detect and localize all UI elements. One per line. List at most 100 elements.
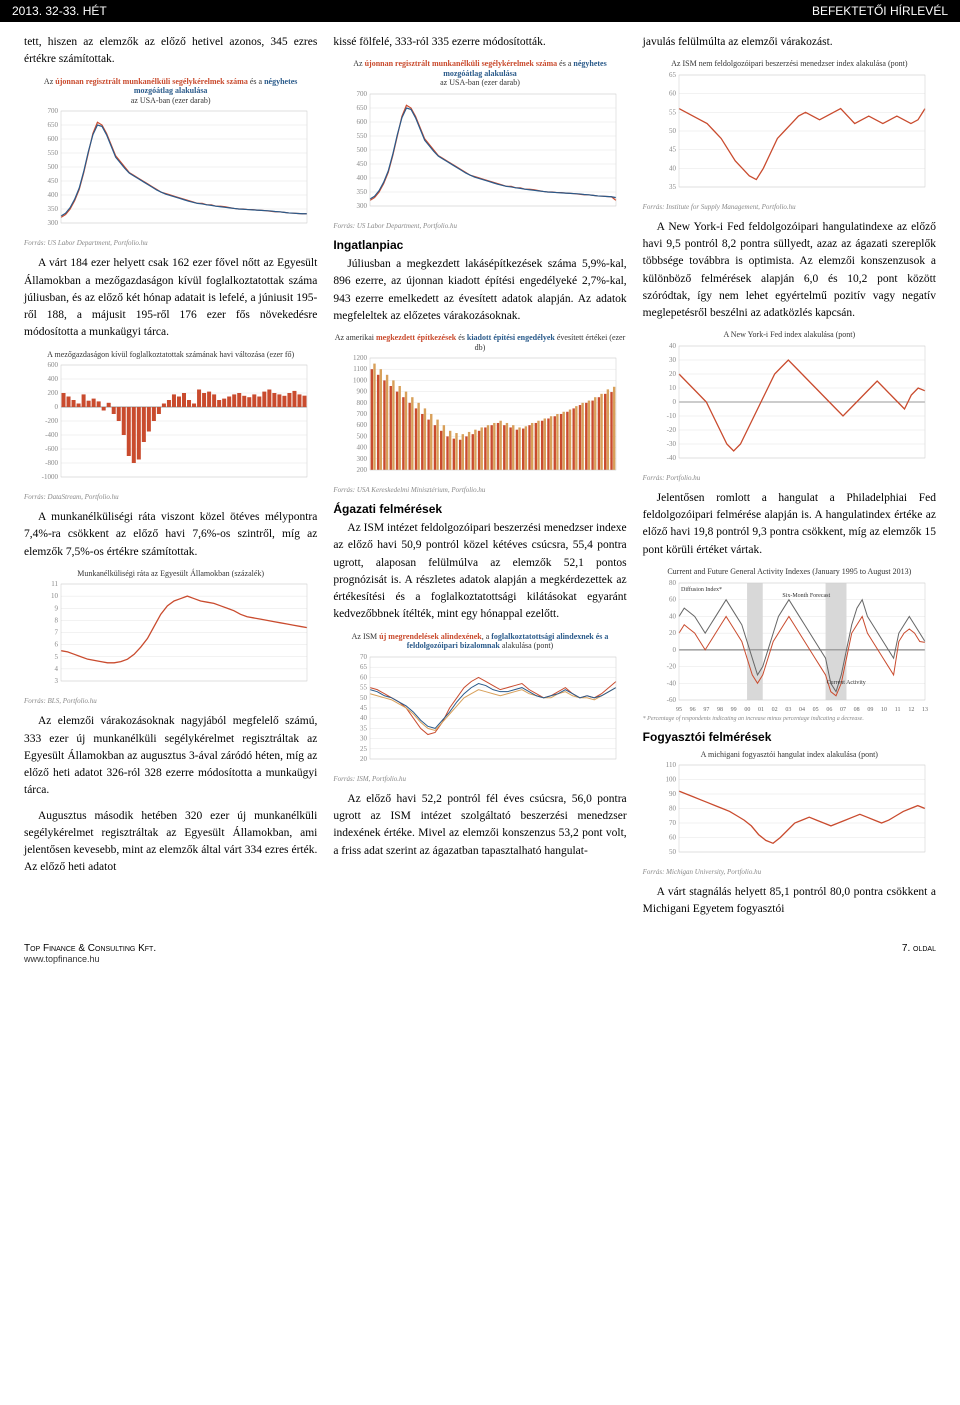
svg-text:0: 0 <box>54 403 58 411</box>
header-right: BEFEKTETŐI HÍRLEVÉL <box>812 4 948 18</box>
footer-left: Top Finance & Consulting Kft. www.topfin… <box>24 943 156 964</box>
svg-text:650: 650 <box>47 121 58 129</box>
svg-text:0: 0 <box>673 398 677 406</box>
svg-text:60: 60 <box>360 673 368 681</box>
svg-text:60: 60 <box>669 90 677 98</box>
c3-chart1-src: Forrás: Institute for Supply Management,… <box>643 203 936 211</box>
svg-text:65: 65 <box>669 71 677 79</box>
svg-text:55: 55 <box>360 684 368 692</box>
c1-p4: Az elemzői várakozásoknak nagyjából megf… <box>24 713 317 799</box>
footer: Top Finance & Consulting Kft. www.topfin… <box>0 935 960 976</box>
c1-chart3-src: Forrás: BLS, Portfolio.hu <box>24 697 317 705</box>
svg-text:90: 90 <box>669 790 677 798</box>
svg-text:1000: 1000 <box>353 377 368 385</box>
c3-chart4-svg: 5060708090100110 <box>649 761 929 866</box>
t: új megrendelések alindexének <box>379 632 482 641</box>
svg-text:900: 900 <box>356 388 367 396</box>
svg-text:25: 25 <box>360 745 368 753</box>
svg-text:9: 9 <box>54 605 58 613</box>
footer-page: 7. oldal <box>902 943 936 964</box>
svg-text:1200: 1200 <box>353 354 368 362</box>
svg-text:55: 55 <box>669 108 677 116</box>
svg-text:96: 96 <box>690 707 696 713</box>
svg-text:500: 500 <box>356 146 367 154</box>
svg-text:30: 30 <box>360 735 368 743</box>
svg-text:4: 4 <box>54 665 58 673</box>
svg-text:35: 35 <box>669 183 677 191</box>
svg-text:45: 45 <box>669 146 677 154</box>
c2-chart2-src: Forrás: USA Kereskedelmi Minisztérium, P… <box>333 486 626 494</box>
t: és a <box>557 59 573 68</box>
c1-p1: tett, hiszen az elemzők az előző hetivel… <box>24 34 317 69</box>
svg-text:500: 500 <box>356 433 367 441</box>
t: alakulása (pont) <box>500 641 553 650</box>
c1-p2: A várt 184 ezer helyett csak 162 ezer fő… <box>24 255 317 341</box>
c3-chart3: Current and Future General Activity Inde… <box>643 567 936 722</box>
svg-text:550: 550 <box>47 149 58 157</box>
c1-chart2-svg: -1000-800-600-400-2000200400600 <box>31 361 311 491</box>
svg-text:600: 600 <box>356 421 367 429</box>
t: újonnan regisztrált munkanélküli segélyk… <box>365 59 558 68</box>
c1-chart1-title: Az újonnan regisztrált munkanélküli segé… <box>24 77 317 106</box>
c2-chart3-src: Forrás: ISM, Portfolio.hu <box>333 775 626 783</box>
c1-chart3: Munkanélküliségi ráta az Egyesült Államo… <box>24 569 317 706</box>
svg-text:200: 200 <box>47 389 58 397</box>
svg-text:110: 110 <box>666 761 677 769</box>
svg-text:70: 70 <box>360 653 368 661</box>
svg-text:-800: -800 <box>45 459 58 467</box>
svg-text:40: 40 <box>669 164 677 172</box>
svg-text:600: 600 <box>47 135 58 143</box>
c2-p4: Az előző havi 52,2 pontról fél éves csúc… <box>333 791 626 860</box>
svg-text:60: 60 <box>669 834 677 842</box>
c2-p1: kissé fölfelé, 333-ról 335 ezerre módosí… <box>333 34 626 51</box>
svg-text:300: 300 <box>47 219 58 227</box>
c3-h1: Fogyasztói felmérések <box>643 730 936 744</box>
svg-text:06: 06 <box>827 707 833 713</box>
c3-p3: Jelentősen romlott a hangulat a Philadel… <box>643 490 936 559</box>
svg-text:1100: 1100 <box>353 365 367 373</box>
svg-text:700: 700 <box>47 107 58 115</box>
svg-text:300: 300 <box>356 455 367 463</box>
svg-text:450: 450 <box>356 160 367 168</box>
svg-text:20: 20 <box>360 755 368 763</box>
c2-chart1-svg: 300350400450500550600650700 <box>340 90 620 220</box>
footer-url: www.topfinance.hu <box>24 954 156 964</box>
svg-text:400: 400 <box>356 444 367 452</box>
svg-text:-30: -30 <box>667 440 677 448</box>
svg-text:-60: -60 <box>667 696 677 704</box>
c3-chart3-foot: * Percentage of respondents indicating a… <box>643 716 936 722</box>
svg-text:8: 8 <box>54 617 58 625</box>
c1-chart2-src: Forrás: DataStream, Portfolio.hu <box>24 493 317 501</box>
svg-text:40: 40 <box>360 714 368 722</box>
svg-text:-10: -10 <box>667 412 677 420</box>
svg-text:-20: -20 <box>667 662 677 670</box>
svg-text:12: 12 <box>909 707 915 713</box>
svg-text:80: 80 <box>669 805 677 813</box>
column-1: tett, hiszen az elemzők az előző hetivel… <box>24 34 317 927</box>
svg-text:700: 700 <box>356 90 367 98</box>
t: megkezdett építkezések <box>376 333 456 342</box>
c1-chart3-svg: 34567891011 <box>31 580 311 695</box>
c2-p3: Az ISM intézet feldolgozóipari beszerzés… <box>333 520 626 624</box>
c1-chart1-svg: 300350400450500550600650700 <box>31 107 311 237</box>
svg-text:11: 11 <box>51 580 58 588</box>
svg-text:500: 500 <box>47 163 58 171</box>
svg-text:99: 99 <box>731 707 737 713</box>
svg-text:200: 200 <box>356 466 367 474</box>
svg-text:-600: -600 <box>45 445 58 453</box>
svg-text:-20: -20 <box>667 426 677 434</box>
svg-text:800: 800 <box>356 399 367 407</box>
svg-text:35: 35 <box>360 724 368 732</box>
svg-text:350: 350 <box>356 188 367 196</box>
svg-text:70: 70 <box>669 819 677 827</box>
svg-text:350: 350 <box>47 205 58 213</box>
header-left: 2013. 32-33. HÉT <box>12 4 107 18</box>
svg-text:98: 98 <box>717 707 723 713</box>
c2-chart1-title: Az újonnan regisztrált munkanélküli segé… <box>333 59 626 88</box>
svg-text:550: 550 <box>356 132 367 140</box>
c2-h1: Ingatlanpiac <box>333 238 626 252</box>
svg-text:400: 400 <box>47 191 58 199</box>
svg-text:10: 10 <box>51 593 59 601</box>
svg-text:6: 6 <box>54 641 58 649</box>
svg-text:0: 0 <box>673 645 677 653</box>
